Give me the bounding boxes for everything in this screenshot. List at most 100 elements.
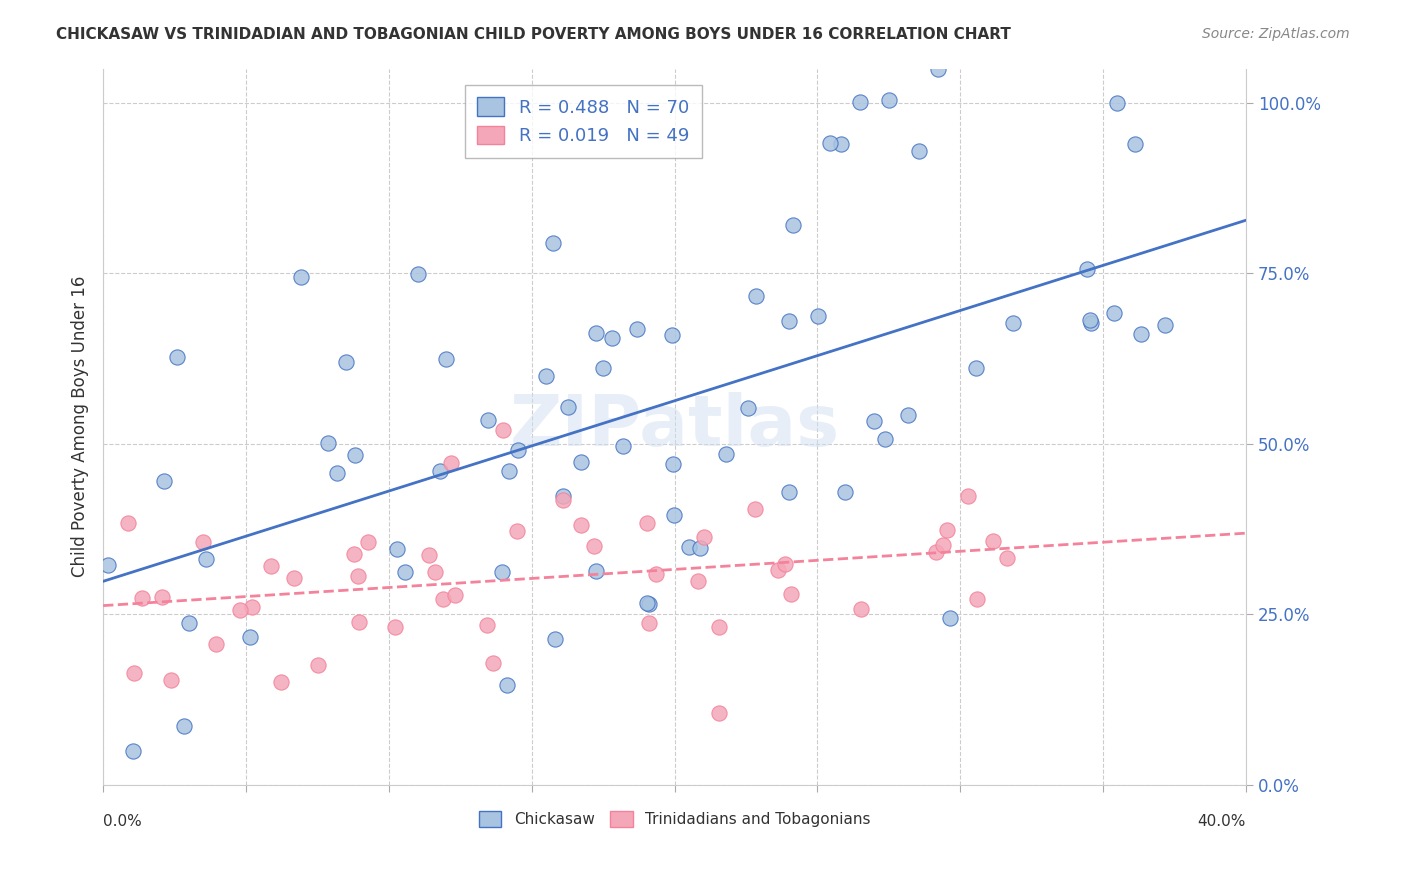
Point xyxy=(927,62,949,76)
Point xyxy=(498,464,520,478)
Point xyxy=(925,545,948,559)
Point xyxy=(897,408,920,422)
Point xyxy=(1080,313,1102,327)
Text: CHICKASAW VS TRINIDADIAN AND TOBAGONIAN CHILD POVERTY AMONG BOYS UNDER 16 CORREL: CHICKASAW VS TRINIDADIAN AND TOBAGONIAN … xyxy=(56,27,1011,42)
Point xyxy=(939,611,962,625)
Y-axis label: Child Poverty Among Boys Under 16: Child Poverty Among Boys Under 16 xyxy=(72,277,89,577)
Point xyxy=(160,673,183,688)
Point xyxy=(508,443,530,458)
Point xyxy=(645,567,668,582)
Point xyxy=(270,675,292,690)
Point xyxy=(907,144,929,158)
Point xyxy=(194,552,217,566)
Point xyxy=(745,289,768,303)
Point xyxy=(557,400,579,414)
Point xyxy=(637,615,659,630)
Point xyxy=(873,432,896,446)
Point xyxy=(553,489,575,503)
Point xyxy=(981,534,1004,549)
Point xyxy=(935,523,957,537)
Point xyxy=(995,551,1018,566)
Point xyxy=(1002,316,1025,330)
Point xyxy=(602,331,624,345)
Point xyxy=(966,592,988,607)
Point xyxy=(636,596,658,610)
Point xyxy=(737,401,759,415)
Point xyxy=(693,530,716,544)
Point xyxy=(585,326,607,341)
Point xyxy=(820,136,842,150)
Point xyxy=(544,632,567,646)
Point xyxy=(506,524,529,538)
Point xyxy=(346,568,368,582)
Point xyxy=(569,518,592,533)
Point xyxy=(585,565,607,579)
Point xyxy=(440,456,463,470)
Point xyxy=(418,548,440,562)
Legend: Chickasaw, Trinidadians and Tobagonians: Chickasaw, Trinidadians and Tobagonians xyxy=(471,804,879,835)
Point xyxy=(96,558,118,573)
Point xyxy=(173,718,195,732)
Text: 0.0%: 0.0% xyxy=(103,814,142,829)
Point xyxy=(848,95,870,109)
Point xyxy=(782,218,804,232)
Point xyxy=(637,598,659,612)
Point xyxy=(166,350,188,364)
Point xyxy=(492,423,515,437)
Point xyxy=(432,592,454,607)
Point xyxy=(239,630,262,644)
Point xyxy=(326,466,349,480)
Point xyxy=(394,565,416,579)
Point xyxy=(443,588,465,602)
Point xyxy=(423,566,446,580)
Point xyxy=(830,137,852,152)
Point xyxy=(1080,316,1102,330)
Point xyxy=(707,706,730,720)
Point xyxy=(863,414,886,428)
Point xyxy=(384,620,406,634)
Point xyxy=(1104,305,1126,319)
Point xyxy=(475,618,498,632)
Point xyxy=(347,615,370,630)
Point xyxy=(569,455,592,469)
Point xyxy=(342,547,364,561)
Point xyxy=(678,540,700,554)
Point xyxy=(150,590,173,604)
Point xyxy=(290,270,312,285)
Point xyxy=(205,637,228,651)
Point xyxy=(879,93,901,107)
Point xyxy=(612,439,634,453)
Point xyxy=(689,541,711,556)
Point xyxy=(1076,261,1098,276)
Point xyxy=(131,591,153,605)
Point xyxy=(307,658,329,673)
Point xyxy=(335,355,357,369)
Point xyxy=(434,352,457,367)
Point xyxy=(1123,137,1146,152)
Point xyxy=(1129,326,1152,341)
Point xyxy=(534,368,557,383)
Point xyxy=(688,574,710,588)
Point xyxy=(661,328,683,343)
Text: ZIPatlas: ZIPatlas xyxy=(509,392,839,461)
Point xyxy=(957,489,980,503)
Point xyxy=(662,508,685,523)
Point xyxy=(357,535,380,549)
Point xyxy=(744,502,766,516)
Point xyxy=(482,657,505,671)
Point xyxy=(807,310,830,324)
Point xyxy=(661,457,683,471)
Point xyxy=(193,535,215,549)
Point xyxy=(260,559,283,574)
Point xyxy=(932,538,955,552)
Point xyxy=(553,492,575,507)
Point xyxy=(344,448,367,462)
Point xyxy=(778,314,800,328)
Point xyxy=(707,620,730,634)
Point xyxy=(1107,95,1129,110)
Point xyxy=(316,436,339,450)
Point xyxy=(592,361,614,376)
Point xyxy=(766,563,789,577)
Point xyxy=(177,615,200,630)
Point xyxy=(965,361,987,376)
